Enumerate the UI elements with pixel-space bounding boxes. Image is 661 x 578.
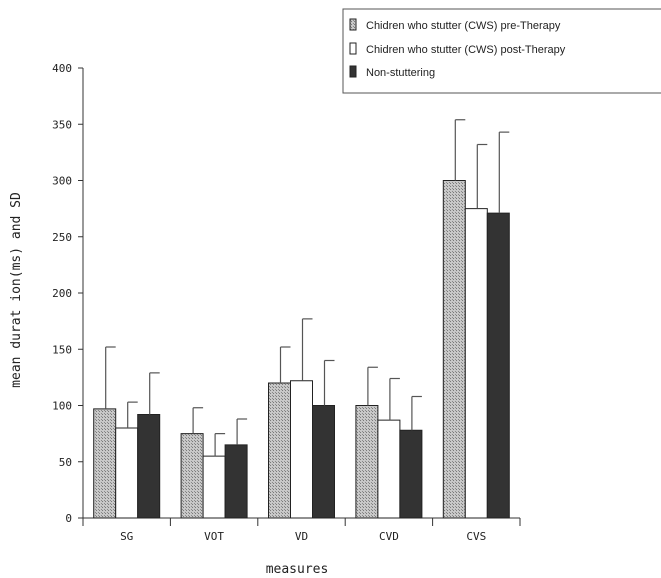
legend-swatch-3 [349,65,357,78]
legend-label-3: Non-stuttering [366,67,435,79]
bar-vd-series-3 [312,405,335,519]
bar-sg-series-3 [137,414,161,519]
bar-vd-series-1 [268,382,291,519]
bar-sg-series-1 [93,408,117,519]
bar-cvd-series-3 [399,429,423,519]
bar-vot-series-1 [180,433,204,519]
bars [93,180,510,519]
y-tick-label-8: 400 [52,62,72,75]
bar-vot-series-3 [224,444,248,519]
bar-vot-series-2 [202,455,226,519]
bar-cvd-series-2 [377,419,401,519]
y-tick-label-4: 200 [52,287,72,300]
x-tick-label-cvs: CVS [466,530,486,543]
y-axis: 0 50 100 150 200 250 300 350 400 [52,62,84,525]
y-tick-label-2: 100 [52,400,72,413]
y-tick-label-7: 350 [52,118,72,131]
bar-cvs-series-3 [486,212,510,519]
x-tick-label-cvd: CVD [379,530,399,543]
legend-label-1: Chidren who stutter (CWS) pre-Therapy [366,20,561,32]
y-tick-label-0: 0 [65,512,72,525]
legend-box [342,8,661,94]
y-tick-label-6: 300 [52,175,72,188]
bar-cvs-series-1 [442,180,466,519]
y-axis-label: mean durat ion(ms) and SD [9,192,24,388]
x-tick-label-vot: VOT [204,530,224,543]
bar-cvd-series-1 [355,405,379,519]
x-axis: SG VOT VD CVD CVS [82,517,521,543]
legend-label-2: Chidren who stutter (CWS) post-Therapy [366,44,566,56]
legend-swatch-1 [349,18,357,31]
x-tick-label-sg: SG [120,530,133,543]
x-tick-label-vd: VD [295,530,308,543]
x-axis-label: measures [266,562,329,577]
bar-sg-series-2 [115,427,139,519]
error-bars [105,119,510,457]
y-tick-label-1: 50 [59,456,72,469]
y-tick-label-5: 250 [52,231,72,244]
legend-swatch-2 [349,42,357,55]
y-tick-label-3: 150 [52,343,72,356]
bar-cvs-series-2 [464,208,488,519]
bar-vd-series-2 [290,380,313,519]
legend: Chidren who stutter (CWS) pre-Therapy Chi… [342,8,661,94]
